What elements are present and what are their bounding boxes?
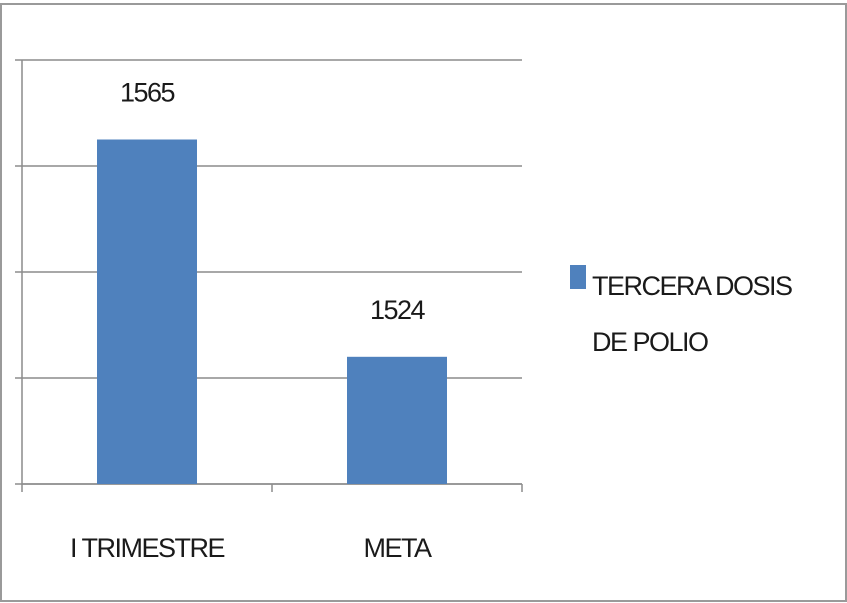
legend-label: TERCERA DOSIS DE POLIO	[592, 271, 793, 357]
x-tick-label: META	[364, 533, 432, 563]
data-label: 1524	[370, 295, 426, 325]
data-label: 1565	[120, 78, 175, 108]
x-tick-label: I TRIMESTRE	[70, 533, 225, 563]
bar	[347, 356, 447, 484]
frame	[0, 3, 847, 602]
legend-swatch	[570, 265, 586, 289]
bar	[97, 139, 197, 484]
